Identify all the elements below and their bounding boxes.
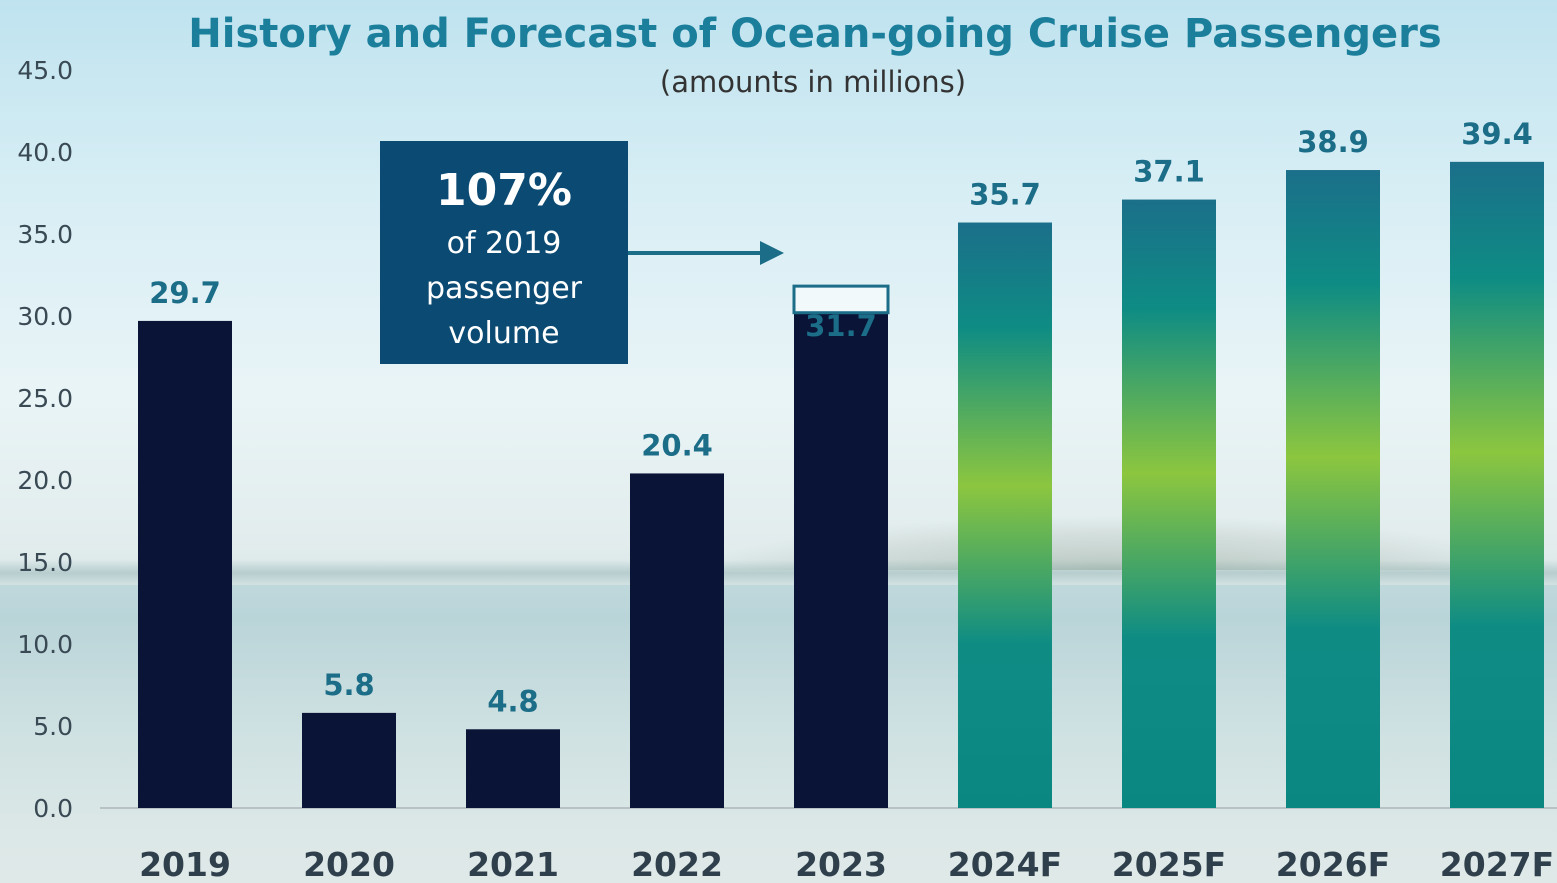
data-label-2027F: 39.4 [1461, 117, 1533, 151]
y-tick-label: 35.0 [17, 220, 73, 249]
bar-2024F [958, 222, 1052, 808]
y-tick-label: 30.0 [17, 302, 73, 331]
y-tick-label: 15.0 [17, 548, 73, 577]
x-tick-label-2024F: 2024F [948, 845, 1062, 883]
bar-series [138, 161, 1544, 809]
bar-2027F [1450, 161, 1544, 809]
bar-2022 [630, 473, 724, 808]
bar-2025F [1122, 199, 1216, 808]
data-label-2019: 29.7 [149, 276, 221, 310]
annotation-line-1: of 2019 [447, 226, 562, 261]
annotation-box [380, 141, 628, 364]
x-tick-label-2020: 2020 [303, 845, 395, 883]
y-tick-label: 25.0 [17, 384, 73, 413]
chart-subtitle: (amounts in millions) [660, 65, 966, 99]
bar-2026F [1286, 170, 1380, 809]
data-label-2023: 31.7 [805, 309, 877, 343]
x-tick-label-2023: 2023 [795, 845, 887, 883]
annotation-headline: 107% [436, 165, 572, 216]
x-tick-label-2026F: 2026F [1276, 845, 1390, 883]
y-tick-label: 10.0 [17, 630, 73, 659]
data-label-2024F: 35.7 [969, 178, 1041, 212]
bar-2019 [138, 320, 232, 808]
annotation-line-3: volume [448, 316, 559, 351]
y-tick-label: 0.0 [33, 794, 73, 823]
x-tick-label-2021: 2021 [467, 845, 559, 883]
annotation-arrow-head [760, 241, 784, 265]
y-tick-label: 5.0 [33, 712, 73, 741]
data-label-2026F: 38.9 [1297, 125, 1369, 159]
data-label-2020: 5.8 [323, 668, 374, 702]
bar-2021 [466, 729, 560, 808]
x-tick-label-2019: 2019 [139, 845, 231, 883]
annotation-line-2: passenger [426, 271, 583, 306]
data-label-2021: 4.8 [487, 684, 538, 718]
annotation-callout: 107% of 2019 passenger volume [380, 141, 890, 364]
y-tick-label: 45.0 [17, 56, 73, 85]
y-tick-label: 40.0 [17, 138, 73, 167]
data-label-2025F: 37.1 [1133, 155, 1205, 189]
x-tick-label-2025F: 2025F [1112, 845, 1226, 883]
x-tick-label-2027F: 2027F [1440, 845, 1554, 883]
y-axis: 0.0 5.0 10.0 15.0 20.0 25.0 30.0 35.0 40.0 45.0 [17, 56, 73, 823]
annotation-target-box [792, 284, 890, 315]
x-tick-label-2022: 2022 [631, 845, 723, 883]
data-label-2022: 20.4 [641, 428, 713, 462]
data-labels: 29.7 5.8 4.8 20.4 31.7 35.7 37.1 38.9 39.4 [149, 117, 1533, 718]
x-axis: 2019 2020 2021 2022 2023 2024F 2025F 2026F 2027F [139, 845, 1554, 883]
bar-2020 [302, 712, 396, 808]
y-tick-label: 20.0 [17, 466, 73, 495]
chart-title: History and Forecast of Ocean-going Crui… [188, 11, 1441, 57]
bar-2023 [794, 312, 888, 808]
